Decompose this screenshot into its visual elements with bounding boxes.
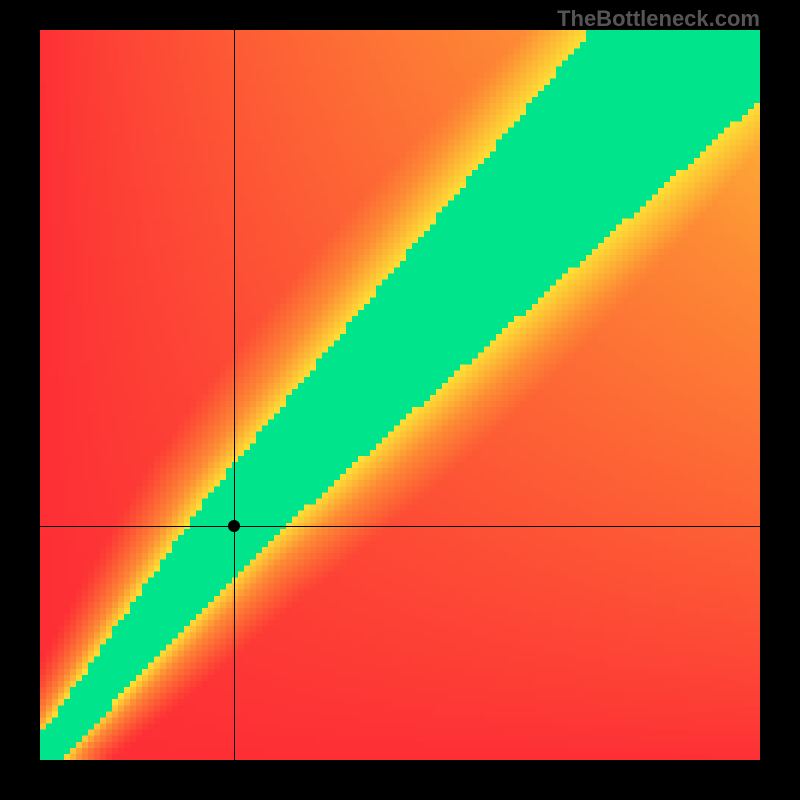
crosshair-horizontal xyxy=(40,526,760,527)
chart-container: TheBottleneck.com xyxy=(0,0,800,800)
operating-point-marker xyxy=(228,520,240,532)
watermark-text: TheBottleneck.com xyxy=(557,6,760,32)
bottleneck-heatmap xyxy=(40,30,760,760)
crosshair-vertical xyxy=(234,30,235,760)
